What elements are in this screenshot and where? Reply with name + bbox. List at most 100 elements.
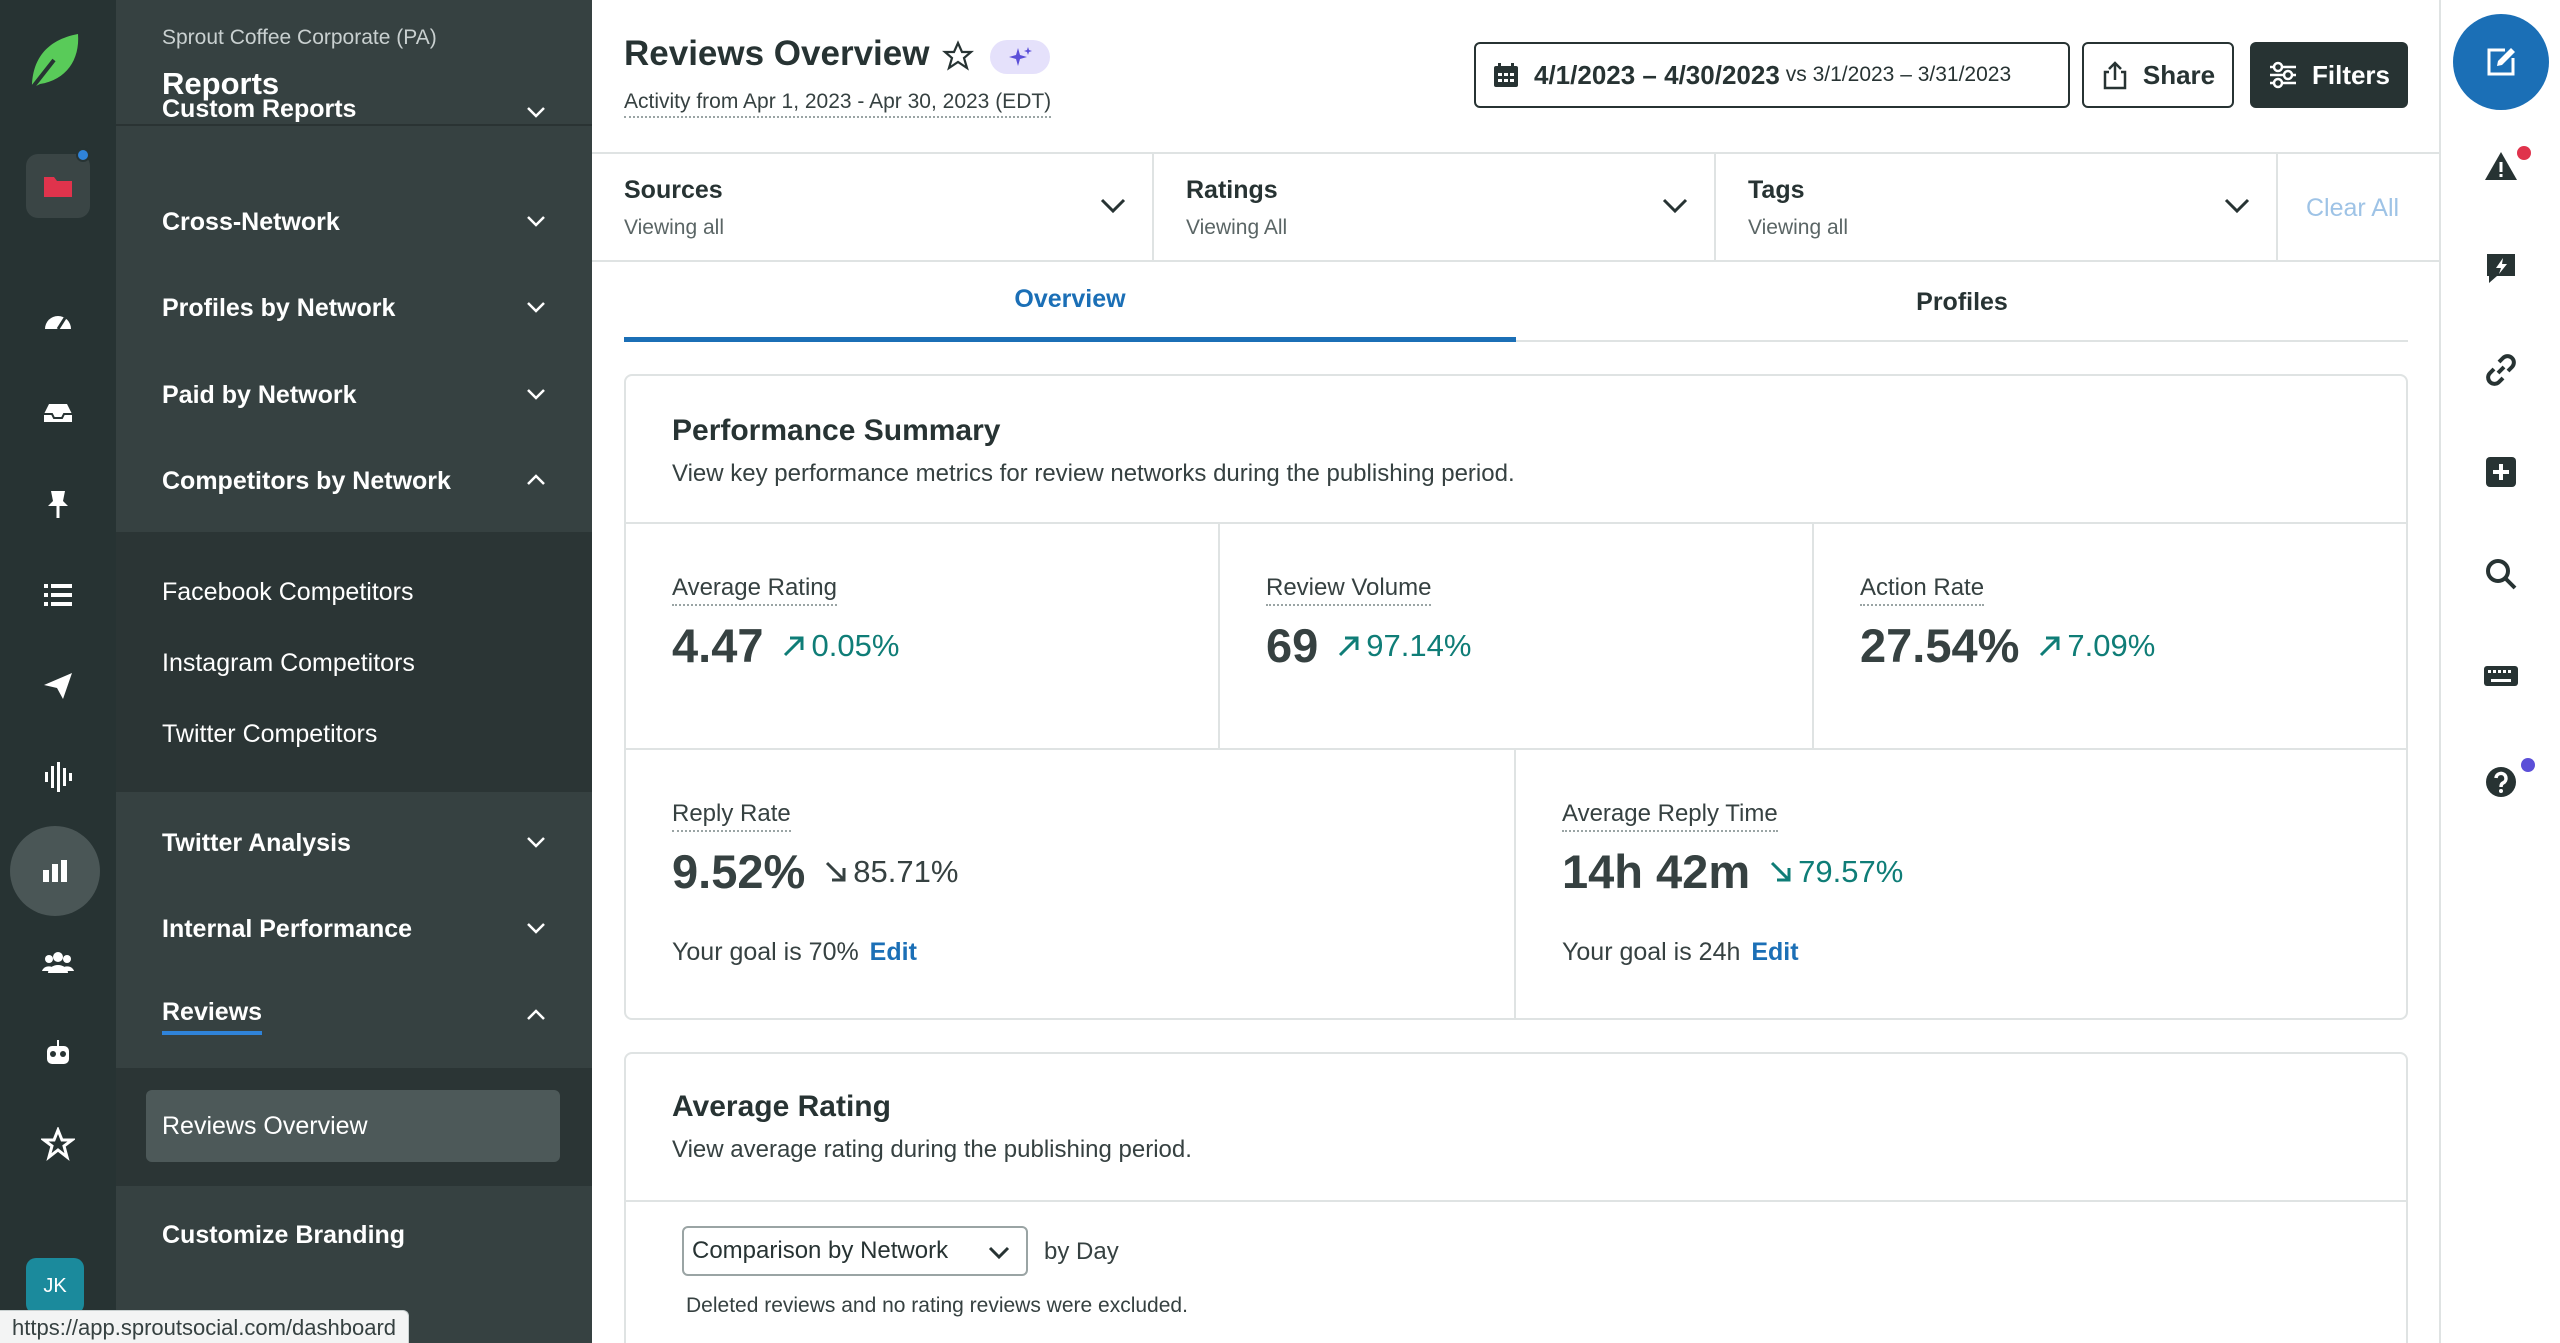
org-name: Sprout Coffee Corporate (PA) <box>162 26 437 49</box>
people-icon[interactable] <box>26 930 90 994</box>
nav-item-internal-performance[interactable]: Internal Performance <box>116 886 592 972</box>
filters-button[interactable]: Filters <box>2250 42 2408 108</box>
nav-item-twitter-analysis[interactable]: Twitter Analysis <box>116 800 592 886</box>
metric-value: 9.52% <box>672 845 806 898</box>
list-icon[interactable] <box>26 563 90 627</box>
calendar-icon <box>1494 63 1518 87</box>
keyboard-icon[interactable] <box>2481 656 2521 696</box>
nav-item-custom-reports[interactable]: Custom Reports <box>116 92 592 176</box>
metric-delta: 0.05% <box>781 628 899 664</box>
nav-item-label: Cross-Network <box>162 207 340 236</box>
metric-value-row: 4.47 0.05% <box>672 618 899 673</box>
ratings-filter-dropdown[interactable]: Ratings Viewing All <box>1154 154 1716 260</box>
metric-value-row: 27.54% 7.09% <box>1860 618 2155 673</box>
arrow-down-right-icon <box>1771 861 1791 881</box>
nav-item-paid-by-network[interactable]: Paid by Network <box>116 352 592 438</box>
goal-label: Your goal is 24h <box>1562 938 1741 966</box>
excluded-note: Deleted reviews and no rating reviews we… <box>686 1294 1188 1317</box>
metric-label[interactable]: Reply Rate <box>672 800 791 832</box>
filter-bar: Sources Viewing all Ratings Viewing All … <box>592 154 2439 262</box>
nav-item-profiles-by-network[interactable]: Profiles by Network <box>116 265 592 351</box>
favorite-star-icon[interactable] <box>942 40 974 72</box>
tags-filter-dropdown[interactable]: Tags Viewing all <box>1716 154 2278 260</box>
help-question-icon[interactable] <box>2481 762 2521 802</box>
nav-item-reviews[interactable]: Reviews <box>116 973 592 1059</box>
nav-item-customize-branding[interactable]: Customize Branding <box>116 1192 592 1278</box>
filter-value: Viewing all <box>1748 216 1849 239</box>
add-square-icon[interactable] <box>2481 452 2521 492</box>
filter-title: Ratings <box>1186 176 1278 204</box>
metric-label[interactable]: Review Volume <box>1266 574 1432 606</box>
search-icon[interactable] <box>2481 554 2521 594</box>
reports-bar-chart-icon[interactable] <box>10 826 100 916</box>
pin-icon[interactable] <box>26 472 90 536</box>
competitors-submenu: Facebook Competitors Instagram Competito… <box>116 532 592 792</box>
select-value: Comparison by Network <box>692 1237 949 1264</box>
chevron-down-icon <box>527 389 545 400</box>
goal-text: Your goal is 24h Edit <box>1562 938 1799 967</box>
sprout-logo-icon[interactable] <box>26 30 84 94</box>
alert-triangle-icon[interactable] <box>2481 146 2521 186</box>
share-button[interactable]: Share <box>2082 42 2234 108</box>
metric-action-rate: Action Rate 27.54% 7.09% <box>1814 522 2406 748</box>
star-reviews-icon[interactable] <box>26 1112 90 1176</box>
arrow-up-right-icon <box>784 636 804 656</box>
metric-label[interactable]: Action Rate <box>1860 574 1985 606</box>
average-rating-card: Average Rating View average rating durin… <box>624 1052 2408 1343</box>
nav-item-label: Competitors by Network <box>162 466 451 495</box>
feedback-bubble-icon[interactable] <box>2481 248 2521 288</box>
nav-sub-item-reviews-overview[interactable]: Reviews Overview <box>146 1090 560 1162</box>
nav-item-competitors-by-network[interactable]: Competitors by Network <box>116 438 592 524</box>
nav-sub-item-facebook-competitors[interactable]: Facebook Competitors <box>162 578 414 606</box>
date-range-button[interactable]: 4/1/2023 – 4/30/2023 vs 3/1/2023 – 3/31/… <box>1474 42 2070 108</box>
bot-icon[interactable] <box>26 1021 90 1085</box>
activity-range-text[interactable]: Activity from Apr 1, 2023 - Apr 30, 2023… <box>624 90 1052 118</box>
edit-goal-link[interactable]: Edit <box>869 938 917 966</box>
metric-review-volume: Review Volume 69 97.14% <box>1220 522 1814 748</box>
chevron-down-icon <box>1100 198 1126 214</box>
reviews-submenu: Reviews Overview <box>116 1068 592 1186</box>
filter-title: Sources <box>624 176 723 204</box>
metric-average-rating: Average Rating 4.47 0.05% <box>626 522 1220 748</box>
folder-icon[interactable] <box>26 154 90 218</box>
send-icon[interactable] <box>26 654 90 718</box>
notification-dot <box>76 148 90 162</box>
delta-value: 79.57% <box>1798 853 1904 889</box>
chevron-down-icon <box>527 107 545 118</box>
edit-goal-link[interactable]: Edit <box>1751 938 1799 966</box>
compose-button[interactable] <box>2453 14 2549 110</box>
nav-divider <box>116 124 592 126</box>
metric-label[interactable]: Average Reply Time <box>1562 800 1778 832</box>
metric-value-row: 69 97.14% <box>1266 618 1471 673</box>
nav-sub-item-instagram-competitors[interactable]: Instagram Competitors <box>162 649 415 677</box>
sliders-icon <box>2269 61 2296 89</box>
metric-value: 14h 42m <box>1562 845 1751 898</box>
nav-title: Reports <box>162 66 280 101</box>
metric-label[interactable]: Average Rating <box>672 574 837 606</box>
chevron-up-icon <box>527 1009 545 1020</box>
comparison-select[interactable]: Comparison by Network <box>682 1226 1028 1276</box>
nav-item-label: Internal Performance <box>162 914 413 943</box>
performance-summary-card: Performance Summary View key performance… <box>624 374 2408 1020</box>
delta-value: 97.14% <box>1366 627 1472 663</box>
nav-sub-item-twitter-competitors[interactable]: Twitter Competitors <box>162 720 378 748</box>
sources-filter-dropdown[interactable]: Sources Viewing all <box>592 154 1154 260</box>
metric-reply-rate: Reply Rate 9.52% 85.71% Your goal is 70%… <box>626 748 1516 1018</box>
nav-item-label: Reviews <box>162 998 263 1035</box>
inbox-icon[interactable] <box>26 381 90 445</box>
listening-waveform-icon[interactable] <box>26 745 90 809</box>
dashboard-gauge-icon[interactable] <box>26 290 90 354</box>
card-description: View average rating during the publishin… <box>672 1136 1192 1163</box>
ai-assist-button[interactable] <box>990 40 1050 74</box>
tab-overview[interactable]: Overview <box>624 262 1516 342</box>
clear-all-button[interactable]: Clear All <box>2306 194 2400 222</box>
share-icon <box>2103 61 2127 90</box>
view-tabs: Overview Profiles <box>624 262 2408 342</box>
by-day-label: by Day <box>1044 1238 1119 1265</box>
help-dot <box>2521 758 2535 772</box>
user-avatar[interactable]: JK <box>26 1258 84 1314</box>
metric-delta: 79.57% <box>1768 854 1903 890</box>
link-icon[interactable] <box>2481 350 2521 390</box>
nav-item-cross-network[interactable]: Cross-Network <box>116 179 592 265</box>
tab-profiles[interactable]: Profiles <box>1916 287 2008 316</box>
